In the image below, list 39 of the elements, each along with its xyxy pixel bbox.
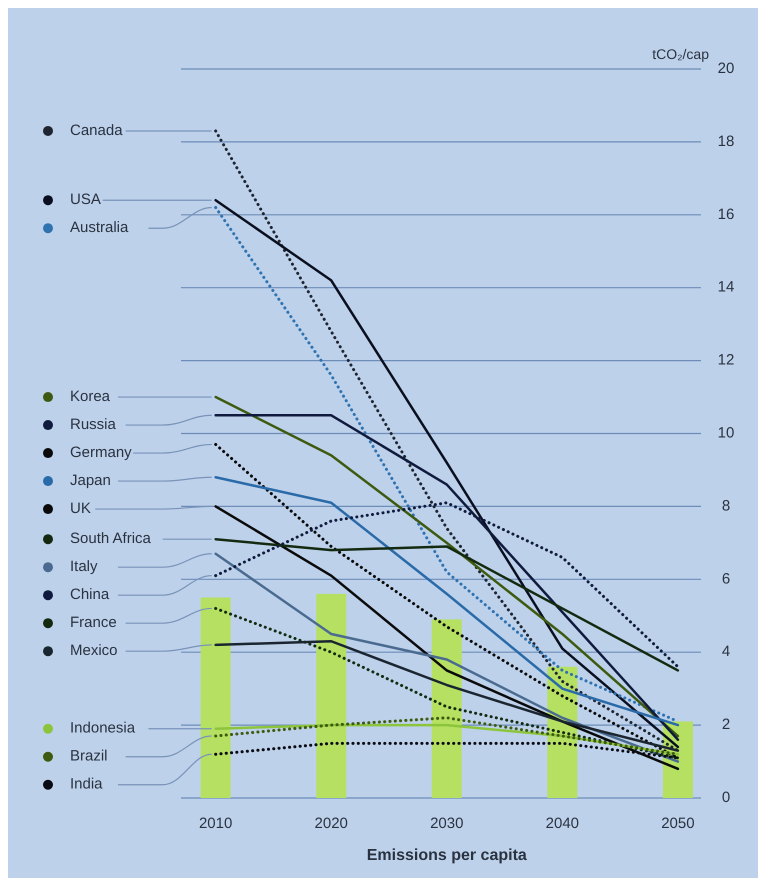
- y-tick-label: 18: [718, 132, 734, 150]
- line-series: [214, 505, 680, 770]
- legend-label: Brazil: [70, 748, 108, 765]
- bar: [316, 594, 346, 798]
- legend-label: France: [70, 614, 117, 632]
- y-axis-title: tCO₂/cap: [652, 46, 710, 62]
- y-tick-label: 4: [722, 643, 730, 660]
- legend-label: South Africa: [70, 530, 152, 548]
- line-series: [214, 538, 680, 672]
- bar: [200, 598, 231, 798]
- x-tick-label: 2010: [198, 815, 232, 832]
- y-tick-label: 0: [722, 788, 730, 806]
- legend-label: Korea: [70, 388, 111, 406]
- legend-label: Germany: [70, 444, 132, 462]
- legend-label: India: [70, 776, 104, 793]
- legend-label: UK: [70, 500, 91, 518]
- legend-label: Italy: [70, 558, 98, 576]
- y-tick-label: 14: [718, 278, 734, 296]
- legend-label: Australia: [70, 219, 130, 236]
- y-tick-label: 8: [722, 497, 730, 514]
- legend-label: China: [70, 586, 110, 604]
- x-tick-label: 2030: [430, 815, 464, 832]
- legend-label: Mexico: [70, 642, 118, 660]
- y-tick-label: 6: [722, 570, 730, 588]
- y-tick-label: 12: [718, 352, 734, 369]
- legend-label: Russia: [70, 416, 117, 434]
- legend-label: Japan: [70, 472, 111, 490]
- legend-label: Indonesia: [70, 720, 136, 737]
- legend-label: Canada: [70, 122, 124, 139]
- y-tick-label: 20: [718, 60, 734, 77]
- x-tick-label: 2040: [546, 815, 580, 832]
- x-tick-label: 2020: [314, 815, 348, 832]
- y-tick-label: 16: [718, 206, 734, 223]
- legend-label: USA: [70, 191, 101, 208]
- x-axis-title: Emissions per capita: [366, 847, 527, 864]
- x-tick-label: 2050: [661, 815, 695, 832]
- y-tick-label: 2: [722, 716, 730, 734]
- y-tick-label: 10: [718, 424, 734, 442]
- line-series: [214, 606, 680, 760]
